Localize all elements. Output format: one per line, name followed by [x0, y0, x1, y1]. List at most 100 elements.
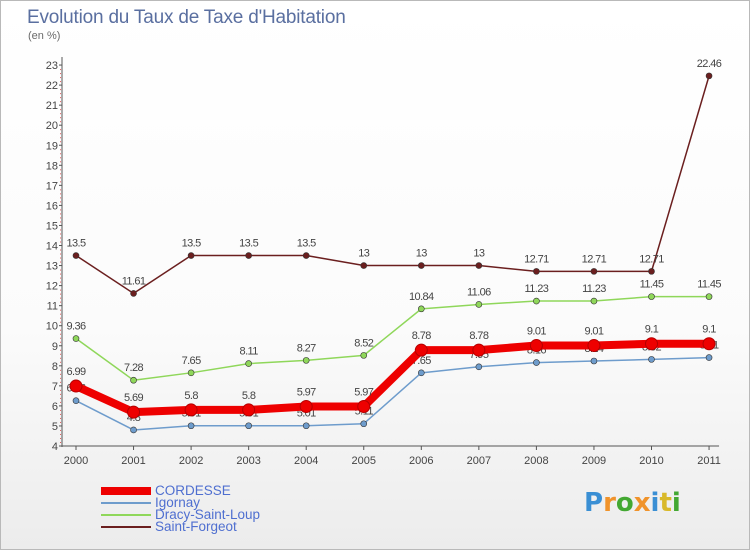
data-point-cordesse	[645, 337, 658, 351]
series-line-cordesse	[72, 339, 714, 417]
legend-label-igornay: Igornay	[155, 495, 201, 510]
data-point-saint-forgeot	[245, 252, 252, 259]
y-minor-tick	[60, 193, 61, 195]
y-minor-tick	[60, 177, 61, 179]
data-label-dracy-saint-loup: 7.28	[124, 362, 143, 374]
logo-letter: i	[671, 488, 681, 518]
y-tick-label: 13	[46, 261, 58, 273]
y-minor-tick	[60, 301, 61, 303]
data-label-cordesse: 5.97	[297, 387, 316, 399]
y-minor-tick	[60, 273, 61, 275]
y-minor-tick	[60, 321, 61, 323]
y-minor-tick	[60, 333, 61, 335]
y-minor-tick	[60, 121, 61, 123]
data-point-igornay	[648, 356, 655, 363]
y-minor-tick	[60, 281, 61, 283]
y-minor-tick	[60, 357, 61, 359]
y-tick-label: 21	[46, 100, 58, 112]
y-tick-label: 5	[52, 421, 58, 433]
data-point-igornay	[705, 354, 713, 361]
y-minor-tick	[60, 73, 61, 75]
proxiti-logo: Proxiti	[584, 488, 681, 518]
data-label-cordesse: 9.1	[702, 324, 716, 336]
y-minor-tick	[60, 349, 61, 351]
y-tick-label: 8	[52, 361, 58, 373]
data-point-saint-forgeot	[417, 262, 425, 269]
y-minor-tick	[60, 373, 61, 375]
y-minor-tick	[60, 381, 61, 383]
y-tick-label: 22	[46, 80, 58, 92]
y-minor-tick	[60, 261, 61, 263]
data-label-dracy-saint-loup: 11.23	[582, 283, 606, 295]
data-point-igornay	[302, 422, 310, 430]
x-tick-label: 2008	[524, 455, 548, 467]
data-point-cordesse	[242, 403, 256, 417]
data-point-saint-forgeot	[475, 262, 483, 269]
data-label-dracy-saint-loup: 7.65	[182, 355, 201, 367]
data-label-cordesse: 5.8	[184, 390, 198, 402]
data-label-saint-forgeot: 12.71	[582, 253, 607, 265]
data-label-dracy-saint-loup: 8.11	[240, 346, 259, 358]
data-label-saint-forgeot: 13.5	[66, 238, 85, 250]
x-tick-label: 2005	[352, 455, 376, 467]
logo-letter: x	[633, 488, 651, 518]
y-tick-label: 4	[52, 441, 58, 453]
data-point-cordesse	[184, 403, 198, 417]
data-label-dracy-saint-loup: 11.23	[525, 283, 549, 295]
data-label-cordesse: 5.8	[242, 390, 256, 402]
data-label-dracy-saint-loup: 11.45	[640, 279, 664, 291]
logo-letter: i	[650, 488, 660, 518]
data-point-igornay	[245, 422, 252, 430]
data-point-saint-forgeot	[533, 268, 540, 275]
x-tick-label: 2002	[179, 455, 203, 467]
data-point-dracy-saint-loup	[590, 297, 598, 305]
y-minor-tick	[60, 389, 61, 391]
data-point-cordesse	[587, 339, 601, 353]
y-minor-tick	[60, 109, 61, 111]
data-label-saint-forgeot: 12.71	[639, 253, 664, 265]
y-minor-tick	[60, 97, 61, 99]
legend-label-dracy-saint-loup: Dracy-Saint-Loup	[155, 507, 261, 522]
y-minor-tick	[60, 317, 61, 319]
y-minor-tick	[60, 377, 61, 379]
y-minor-tick	[60, 113, 61, 115]
data-label-dracy-saint-loup: 10.84	[409, 291, 434, 303]
data-point-igornay	[187, 422, 195, 430]
y-minor-tick	[60, 69, 61, 71]
legend-label-cordesse: CORDESSE	[155, 483, 231, 498]
y-minor-tick	[60, 289, 61, 291]
y-tick-label: 7	[52, 381, 58, 393]
y-minor-tick	[60, 413, 61, 415]
data-point-saint-forgeot	[130, 290, 137, 297]
y-minor-tick	[60, 157, 61, 159]
data-point-dracy-saint-loup	[72, 335, 80, 342]
data-point-cordesse	[127, 405, 141, 419]
legend-swatch-saint-forgeot	[101, 526, 151, 528]
data-label-cordesse: 9.1	[645, 324, 659, 336]
data-point-saint-forgeot	[187, 252, 195, 259]
y-minor-tick	[60, 353, 61, 355]
y-minor-tick	[60, 249, 61, 251]
data-label-saint-forgeot: 12.71	[524, 253, 549, 265]
x-tick-label: 2001	[121, 455, 145, 467]
data-point-dracy-saint-loup	[533, 297, 540, 305]
y-minor-tick	[60, 341, 61, 343]
x-tick-label: 2009	[582, 455, 606, 467]
y-minor-tick	[60, 293, 61, 295]
y-minor-tick	[60, 101, 61, 103]
data-point-saint-forgeot	[590, 268, 598, 275]
logo-letter: P	[584, 488, 604, 518]
data-point-dracy-saint-loup	[648, 293, 655, 300]
data-point-igornay	[533, 359, 540, 366]
y-tick-label: 9	[52, 341, 58, 353]
y-minor-tick	[60, 153, 61, 155]
chart-subtitle: (en %)	[28, 30, 61, 42]
legend-swatch-cordesse	[101, 487, 151, 495]
data-label-dracy-saint-loup: 11.06	[467, 286, 491, 298]
data-label-saint-forgeot: 11.61	[122, 275, 146, 287]
y-minor-tick	[60, 221, 61, 223]
y-tick-label: 17	[46, 180, 58, 192]
y-minor-tick	[60, 229, 61, 231]
y-minor-tick	[60, 173, 61, 175]
y-minor-tick	[60, 361, 61, 363]
